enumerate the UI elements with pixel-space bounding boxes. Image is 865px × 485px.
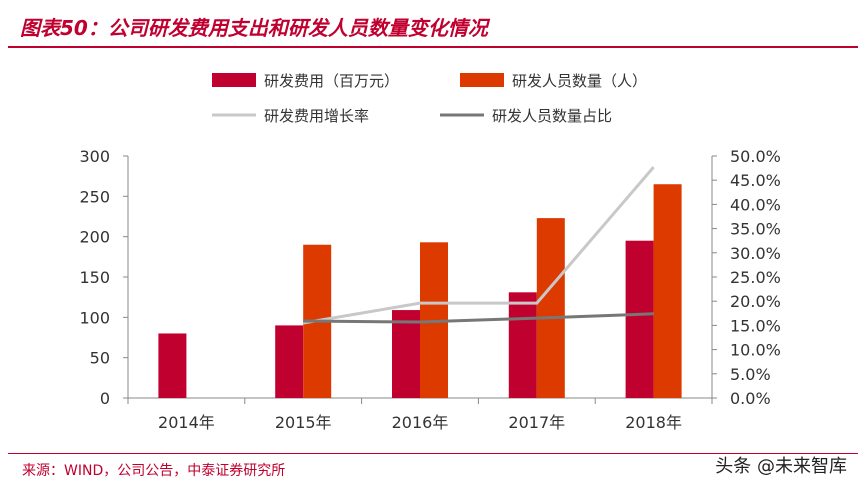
bar-rd-staff (536, 218, 565, 398)
y-tick-label: 300 (79, 147, 110, 166)
y2-tick-label: 0.0% (730, 389, 771, 408)
y2-tick-label: 35.0% (730, 220, 781, 239)
y2-tick-label: 30.0% (730, 244, 781, 263)
chart-title: 图表50：公司研发费用支出和研发人员数量变化情况 (20, 16, 488, 40)
source-note: 来源：WIND，公司公告，中泰证券研究所 (22, 463, 286, 479)
x-tick-label: 2014年 (158, 413, 215, 432)
y-tick-label: 150 (79, 268, 110, 287)
watermark: 头条 @未来智库 (715, 456, 847, 477)
y2-tick-label: 15.0% (730, 316, 781, 335)
y2-tick-label: 5.0% (730, 365, 771, 384)
line-staff-ratio (303, 312, 654, 324)
y-tick-label: 50 (90, 349, 110, 368)
legend-label: 研发费用增长率 (264, 107, 369, 125)
bar-rd-expense (158, 333, 187, 398)
bar-rd-staff (653, 184, 682, 398)
legend-swatch (460, 73, 504, 87)
y2-tick-label: 45.0% (730, 171, 781, 190)
x-tick-label: 2015年 (275, 413, 332, 432)
y2-tick-label: 20.0% (730, 292, 781, 311)
y-tick-label: 200 (79, 228, 110, 247)
legend-label: 研发人员数量占比 (492, 107, 612, 125)
line-expense-growth (302, 166, 655, 325)
bar-rd-expense (625, 240, 654, 398)
bar-rd-expense (508, 292, 537, 398)
bar-rd-expense (392, 310, 420, 398)
y-tick-label: 0 (100, 389, 110, 408)
legend-swatch (212, 73, 256, 87)
y2-tick-label: 25.0% (730, 268, 781, 287)
y-tick-label: 100 (79, 308, 110, 327)
x-tick-label: 2016年 (392, 413, 449, 432)
legend-label: 研发费用（百万元） (264, 72, 399, 90)
y2-tick-label: 10.0% (730, 341, 781, 360)
source-rule (8, 453, 858, 454)
x-tick-label: 2017年 (508, 413, 565, 432)
y-tick-label: 250 (79, 187, 110, 206)
y2-tick-label: 40.0% (730, 195, 781, 214)
legend-label: 研发人员数量（人） (512, 72, 647, 90)
bar-rd-expense (275, 325, 304, 398)
x-tick-label: 2018年 (625, 413, 682, 432)
title-rule (8, 46, 858, 48)
y2-tick-label: 50.0% (730, 147, 781, 166)
